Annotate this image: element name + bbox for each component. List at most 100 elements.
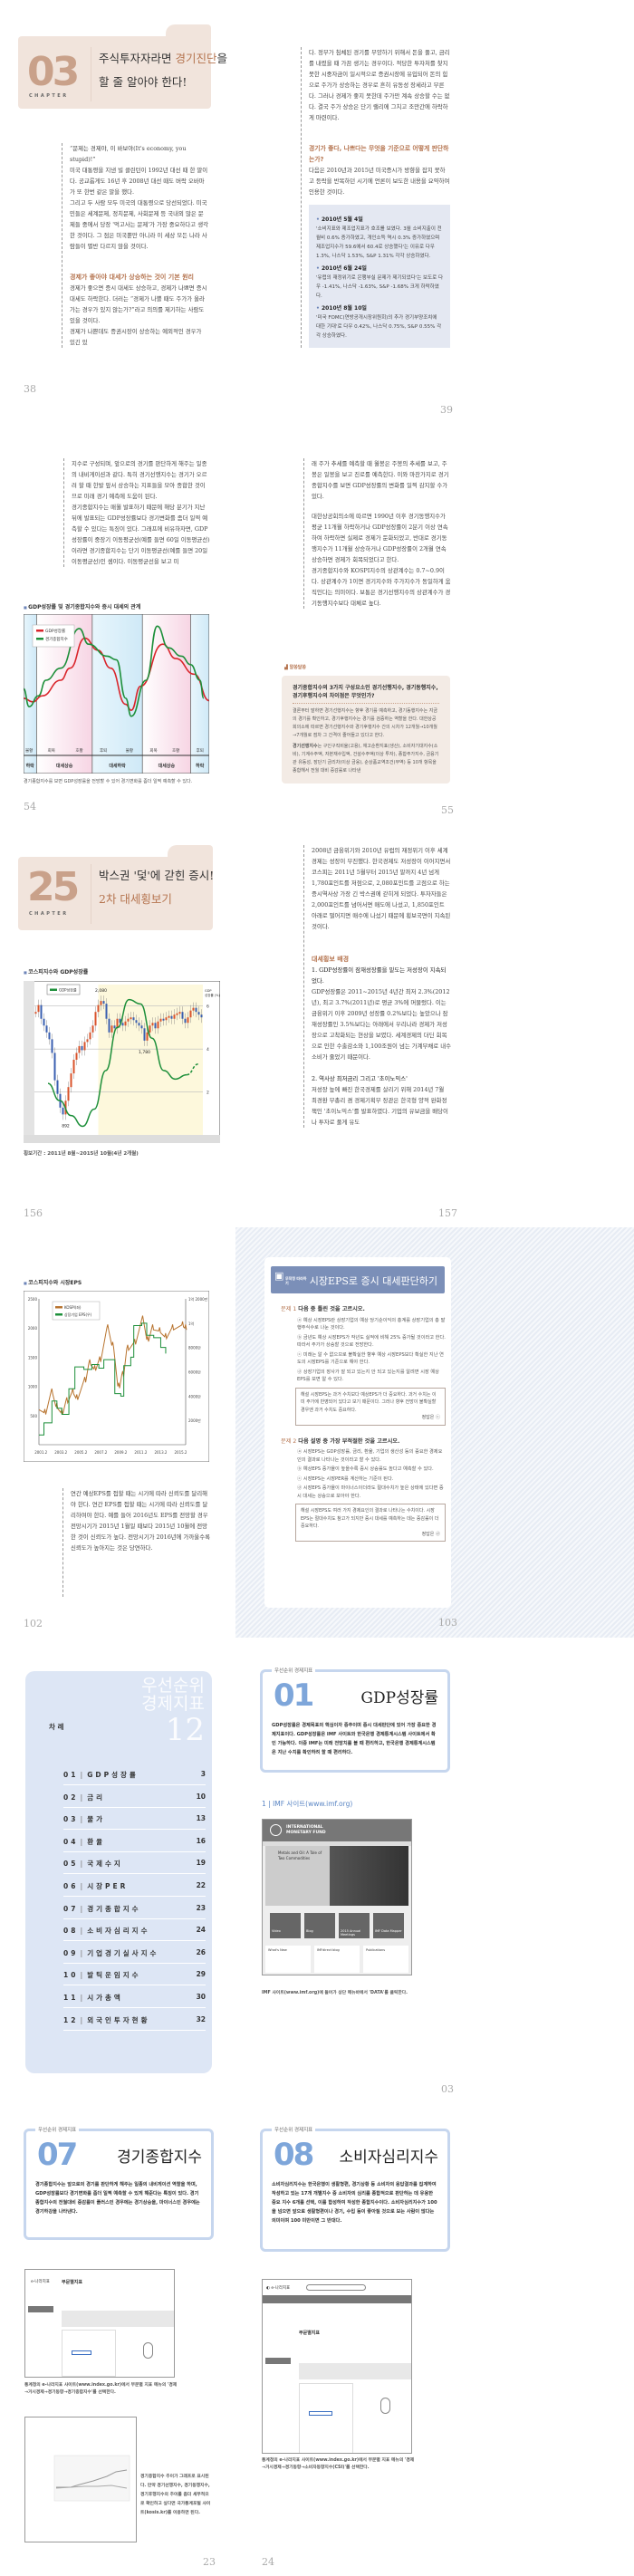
candle [154, 1023, 157, 1029]
paragraph: 그리고 두 사람 모두 미국의 대통령으로 당선되었다. 미국민들은 세계문제,… [70, 199, 208, 250]
news-text: '미국 FOMC(연방공개시장위원회)의 추가 경기부양조치에 대한 기대'로 … [316, 315, 442, 339]
imf-tiles: Video Blog 2015 Annual Meetings IMF Data Ma… [270, 1913, 404, 1938]
toc-item[interactable]: 03 | 물가 13 [63, 1810, 206, 1831]
subheading: 1. GDP성장률이 잠재성장률을 밑도는 저성장이 지속되었다. [312, 966, 447, 985]
toc-item-label: 물가 [87, 1815, 105, 1824]
candle [67, 1087, 70, 1101]
toc-item-page: 26 [196, 1947, 206, 1956]
box-tag: 우선순위 경제지표 [272, 1667, 316, 1674]
toc-item-page: 3 [200, 1770, 206, 1778]
right-tick-label: 8000만 [188, 1345, 201, 1350]
toc-item[interactable]: 10 | 발틱운임지수 29 [63, 1966, 206, 1986]
candle [102, 1001, 105, 1004]
box-title: 경기종합지수 [117, 2148, 202, 2167]
toc-item-page: 30 [196, 1993, 206, 2001]
candle [165, 1017, 168, 1021]
chart-title: GDP성장률 및 경기종합지수와 증시 대세의 관계 [24, 602, 140, 610]
x-tick-label: 2013.2 [154, 1450, 167, 1455]
toc-item[interactable]: 11 | 시가총액 30 [63, 1988, 206, 2008]
legend-swatch [55, 1306, 62, 1309]
legend-box [46, 984, 81, 995]
chart-caption: 횡보기간 : 2011년 8월~2015년 10월(4년 2개월) [24, 1151, 139, 1157]
toc-item-page: 10 [196, 1792, 206, 1801]
toc-item-page: 22 [196, 1881, 206, 1889]
candle [197, 1012, 200, 1015]
candle [135, 1020, 138, 1024]
toc-item[interactable]: 02 | 금리 10 [63, 1788, 206, 1808]
toc-item-label: 금리 [87, 1793, 105, 1802]
section-name: 부문별지표 [299, 2331, 321, 2336]
exercise-card: ▣ 무작정 따라하기 시장EPS로 증시 대세판단하기 문제 1 다음 중 틀린… [264, 1257, 451, 1608]
toc-item-number: 01 [63, 1771, 79, 1779]
toc-item-number: 07 [63, 1904, 79, 1913]
body-text-right: 다. 정부가 침체된 경기를 부양하기 위해서 돈을 풀고, 금리를 내렸을 때… [301, 47, 450, 348]
phase-label: 후퇴 [100, 747, 107, 754]
indicator-box-01: 우선순위 경제지표 01 GDP성장률 GDP성장률은 경제목표의 핵심이자 중… [260, 1667, 450, 1773]
body-text-right: 래 주가 추세를 예측할 때 월봉은 주봉의 추세를 보고, 주봉은 일봉을 보… [303, 458, 451, 609]
subheading: 2. 역사상 최저금리 그리고 '초이노믹스' [312, 1075, 408, 1082]
gdp-line [47, 998, 187, 1128]
candle [200, 1014, 203, 1018]
index-graph-screenshot [24, 2417, 137, 2542]
toc-item[interactable]: 12 | 외국인투자현황 32 [63, 2011, 206, 2031]
page-number: 24 [262, 2556, 274, 2568]
separator: | [80, 1771, 86, 1779]
toc-item[interactable]: 01 | GDP성장률 3 [63, 1765, 206, 1785]
candle [40, 1004, 43, 1019]
cover-line: 우선순위 [141, 1676, 205, 1696]
candle [43, 1018, 45, 1026]
menu-active [28, 2306, 53, 2312]
tree-menu [62, 2330, 116, 2377]
candle [116, 1018, 119, 1029]
toc-item[interactable]: 04 | 환율 16 [63, 1832, 206, 1852]
exercise-title: 시장EPS로 증시 대세판단하기 [309, 1275, 437, 1287]
answer-option: ⓒ 시장EPS는 시장PER를 계산하는 기준이 된다. [297, 1475, 394, 1482]
candle [56, 1080, 59, 1094]
tip-question: 경기종합지수의 3가지 구성요소인 경기선행지수, 경기동행지수, 경기후행지수… [293, 684, 439, 704]
page-number: 157 [438, 1207, 457, 1219]
explanation-box: 해설 시장EPS는 과거 수치보다 예상EPS가 더 중요하다. 과거 수치는 … [295, 1387, 446, 1426]
candle [75, 1053, 78, 1060]
paragraph: 다. 정부가 침체된 경기를 부양하기 위해서 돈을 풀고, 금리를 내렸을 때… [309, 49, 450, 121]
menu-active [265, 2358, 291, 2364]
candle [105, 1004, 108, 1019]
toc-item[interactable]: 08 | 소비자심리지수 24 [63, 1921, 206, 1942]
toc-item[interactable]: 06 | 시장PER 22 [63, 1877, 206, 1897]
news-text: '소비지표와 제조업지표가 호조를 보였다. 3월 소비지출이 전월비 0.6%… [316, 226, 442, 259]
answer-option: ⓑ 예상EPS 증가율이 높을수록 증시 상승률도 높다고 예측할 수 있다. [297, 1466, 434, 1472]
separator: | [80, 1971, 86, 1980]
imf-screenshot: INTERNATIONAL MONETARY FUND Metals and Oi… [262, 1819, 412, 1975]
candle [132, 1017, 135, 1021]
left-tick-label: 2500 [28, 1297, 38, 1302]
brand-line: INTERNATIONAL [286, 1825, 323, 1830]
phase-band [142, 614, 191, 774]
candle [108, 1018, 110, 1033]
tip-term-text: 는 구인구직비율(고용), 재고순환지표(생산), 소비자기대지수(소비), 기… [293, 744, 439, 774]
exercise-header: ▣ 무작정 따라하기 시장EPS로 증시 대세판단하기 [271, 1266, 445, 1293]
indicator-box-08: 우선순위 경제지표 08 소비자심리지수 소비자심리지수는 한국은행이 생활형편… [260, 2126, 450, 2252]
chart-title: 코스피지수와 시장EPS [24, 1278, 82, 1286]
legend-box [32, 624, 75, 648]
page-number: 39 [440, 404, 453, 416]
screenshot-caption: IMF 사이트(www.imf.org)에 들어가 상단 메뉴바에서 'DATA… [262, 1991, 408, 1995]
candle [187, 1017, 189, 1024]
toc-item-page: 32 [196, 2014, 206, 2023]
candle [192, 1007, 195, 1011]
phase-label: 후퇴 [197, 747, 204, 754]
toc-item-page: 29 [196, 1970, 206, 1979]
toc-item[interactable]: 05 | 국제수지 19 [63, 1854, 206, 1875]
candle [119, 1018, 121, 1024]
title-part: 주식투자자라면 [99, 52, 176, 65]
hero-headline: Metals and Oil: A Tale of Two Commoditie… [278, 1850, 322, 1860]
tile: Blog [304, 1913, 335, 1938]
series-line [24, 637, 209, 711]
toc-item[interactable]: 07 | 경기종합지수 23 [63, 1899, 206, 1919]
candle [138, 1023, 140, 1026]
page-number: 54 [24, 801, 36, 812]
toc-item[interactable]: 09 | 기업경기실사지수 26 [63, 1944, 206, 1964]
toc-item-number: 09 [63, 1948, 79, 1957]
candle [143, 1028, 146, 1041]
toc-item-label: 국제수지 [87, 1860, 123, 1869]
title-line2: 할 줄 알아야 한다! [99, 75, 187, 89]
title-part: 을 [216, 52, 228, 65]
